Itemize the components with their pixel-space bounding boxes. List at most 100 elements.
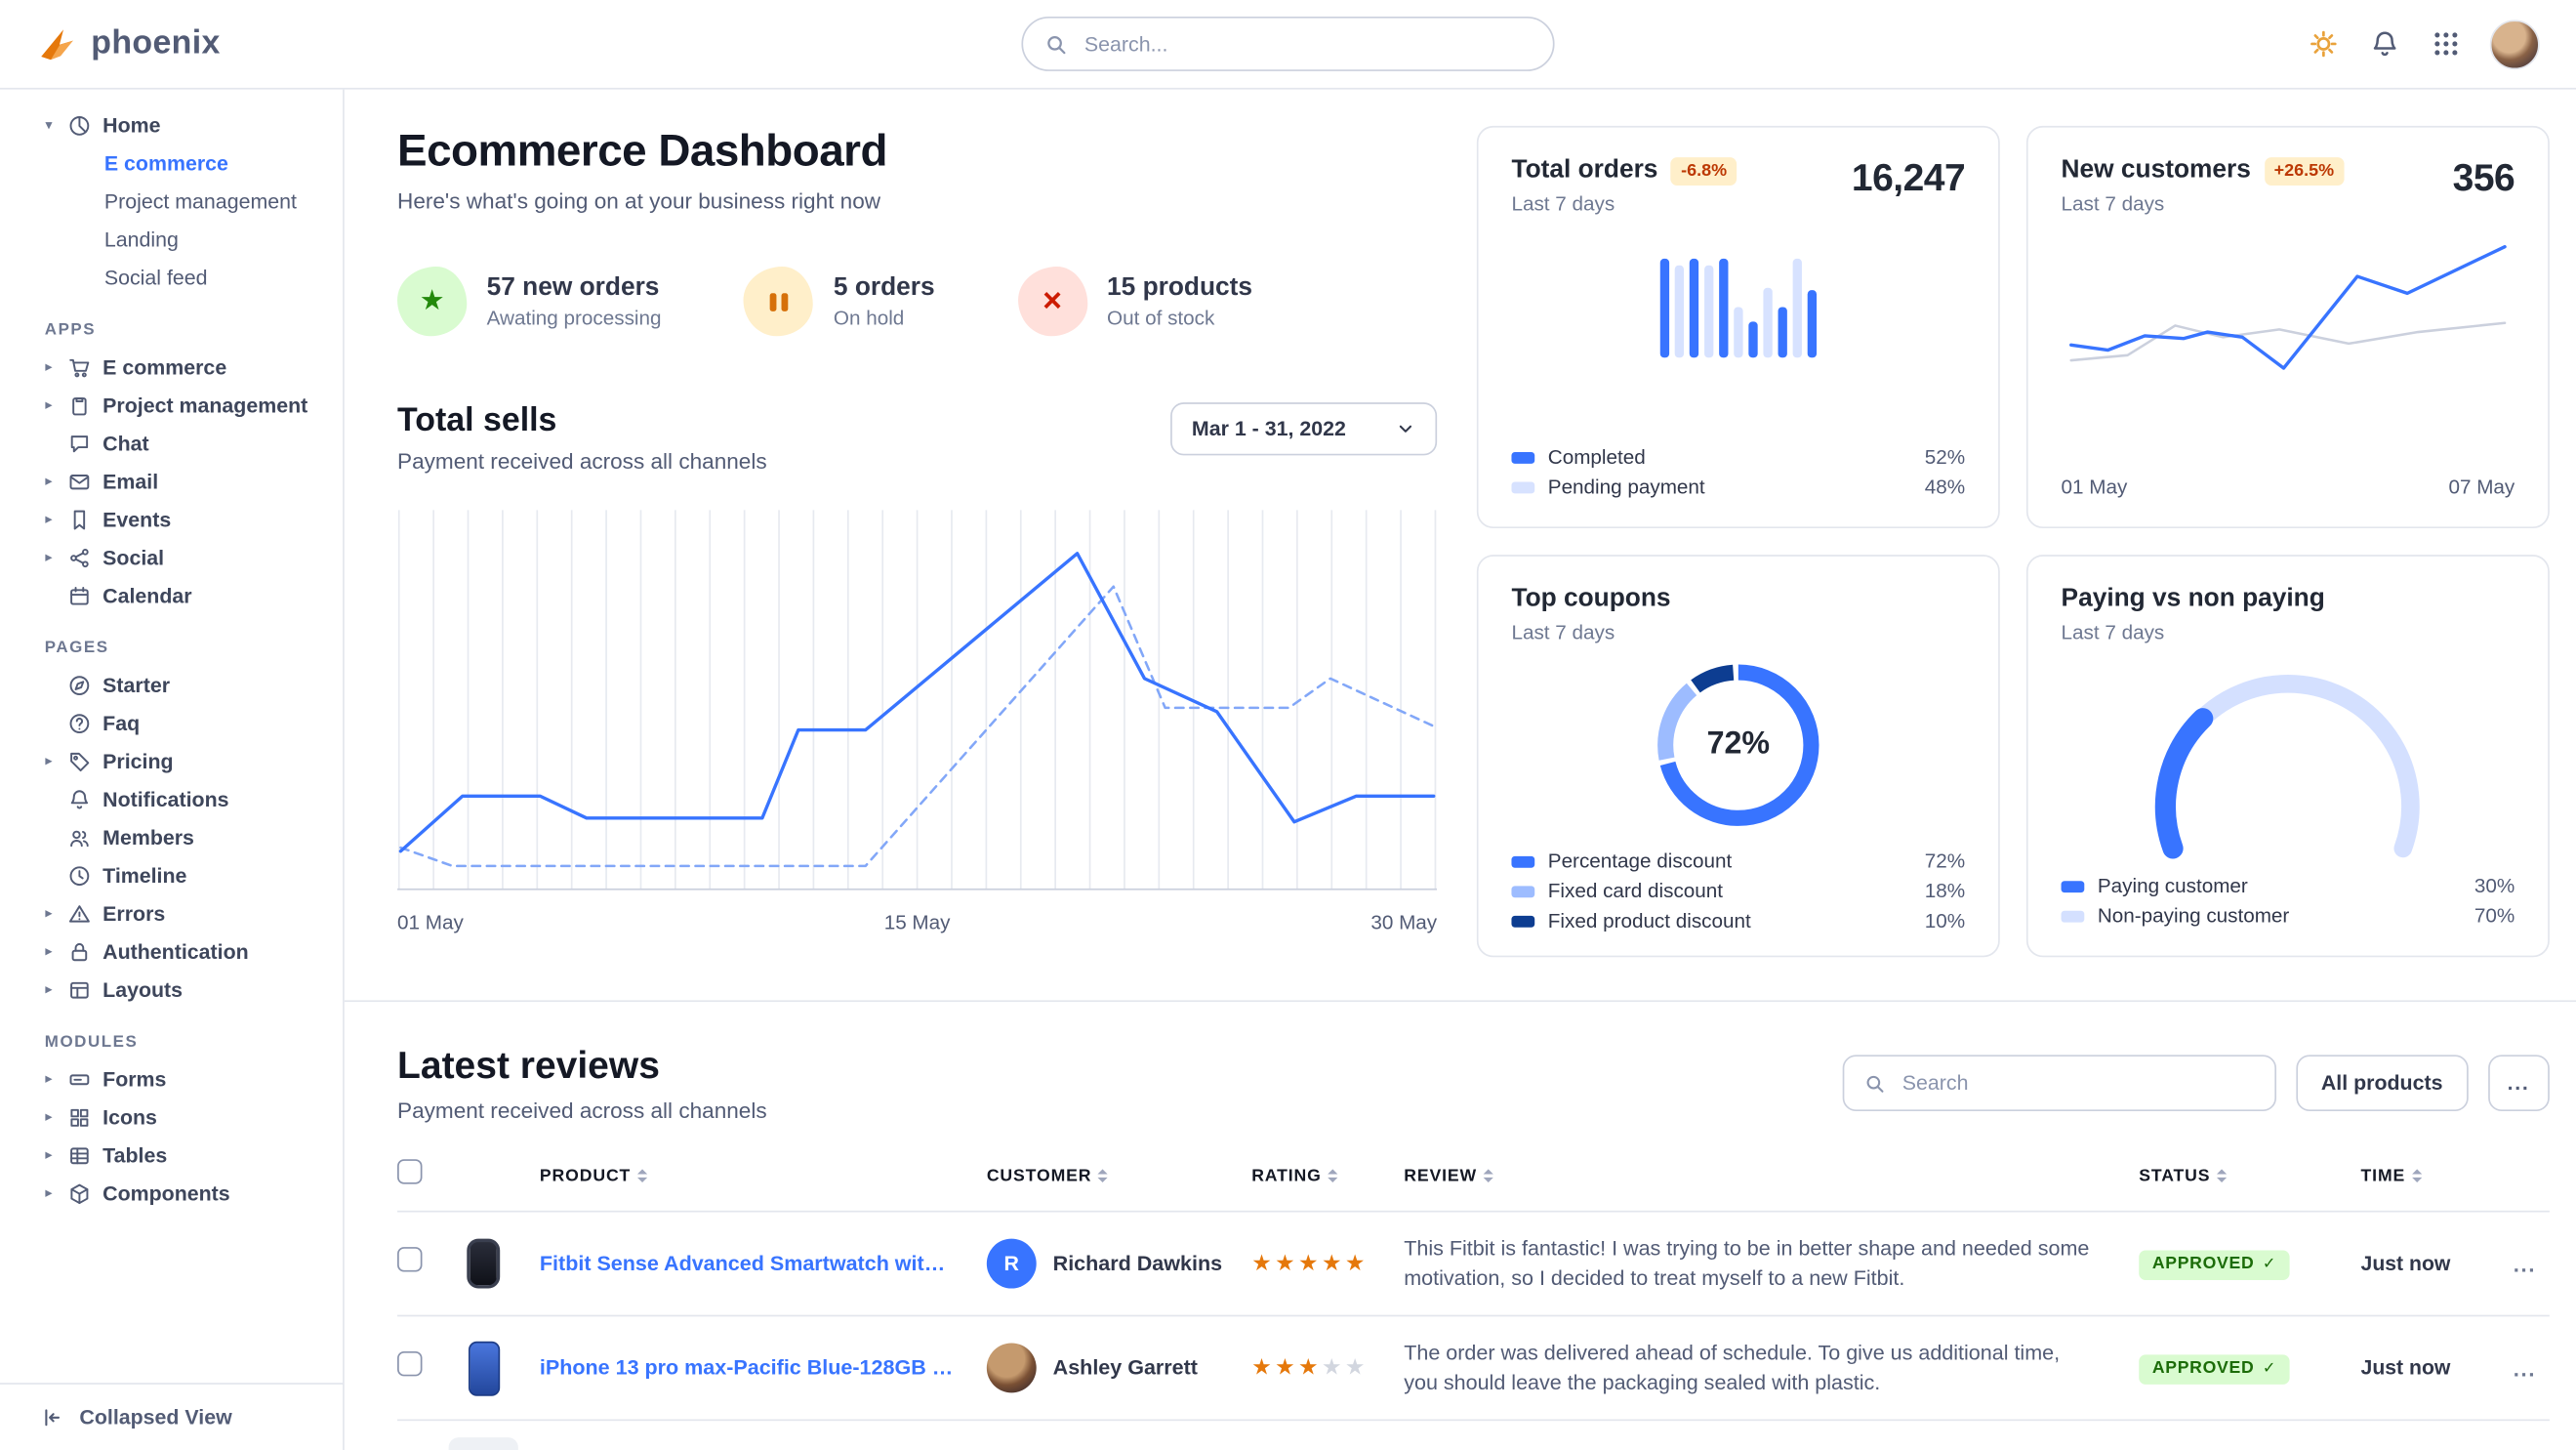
table-row	[397, 1421, 2550, 1450]
pause-icon	[744, 267, 814, 337]
reviews-search-input[interactable]	[1899, 1069, 2256, 1097]
reviews-search[interactable]	[1842, 1055, 2277, 1112]
sidebar-item-project-management[interactable]: ▸ Project management	[14, 386, 330, 424]
theme-toggle-button[interactable]	[2307, 26, 2342, 62]
sidebar-item-label: Forms	[102, 1067, 167, 1091]
legend-label: Percentage discount	[1547, 849, 1733, 873]
sidebar-item-social[interactable]: ▸ Social	[14, 538, 330, 576]
legend-swatch	[1511, 480, 1535, 493]
stat-value: 15 products	[1107, 272, 1253, 302]
column-header-review[interactable]: REVIEW	[1404, 1167, 2139, 1185]
caret-icon: ▸	[45, 548, 53, 565]
row-checkbox[interactable]	[397, 1247, 423, 1272]
stat-sublabel: Awating processing	[486, 306, 662, 330]
sidebar-item-project-management[interactable]: Project management	[103, 189, 297, 213]
legend-swatch	[2061, 880, 2085, 892]
row-actions-button[interactable]: ...	[2513, 1355, 2537, 1381]
sidebar-item-social-feed[interactable]: Social feed	[103, 266, 208, 289]
table-icon	[68, 1143, 92, 1167]
x-icon: ×	[1017, 267, 1087, 337]
column-label: REVIEW	[1404, 1166, 1478, 1185]
check-icon: ✓	[2262, 1359, 2277, 1379]
select-all-checkbox[interactable]	[397, 1159, 423, 1184]
sidebar-item-label: Email	[102, 469, 159, 493]
sidebar-item-forms[interactable]: ▸ Forms	[14, 1059, 330, 1098]
sidebar-item-landing[interactable]: Landing	[103, 228, 179, 251]
column-header-status[interactable]: STATUS	[2139, 1167, 2360, 1185]
reviews-title: Latest reviews	[397, 1043, 660, 1087]
notifications-button[interactable]	[2367, 26, 2402, 62]
legend-value: 10%	[1924, 909, 1966, 932]
sort-icon	[1098, 1169, 1109, 1182]
sidebar-item-timeline[interactable]: Timeline	[14, 856, 330, 894]
legend-swatch	[1511, 451, 1535, 464]
legend-value: 18%	[1924, 879, 1966, 903]
sidebar-item-authentication[interactable]: ▸ Authentication	[14, 932, 330, 971]
global-search-input[interactable]	[1081, 30, 1532, 58]
search-icon	[1864, 1072, 1886, 1094]
latest-reviews-section: Latest reviews Payment received across a…	[344, 1000, 2576, 1450]
sun-icon	[2310, 30, 2337, 58]
row-actions-button[interactable]: ...	[2513, 1251, 2537, 1276]
total-sells-chart	[397, 500, 1438, 899]
sidebar-item-icons[interactable]: ▸ Icons	[14, 1098, 330, 1136]
sidebar-item-e-commerce[interactable]: ▸ E commerce	[14, 348, 330, 386]
time-cell: Just now	[2360, 1356, 2451, 1380]
apps-menu-button[interactable]	[2429, 26, 2464, 62]
all-products-button[interactable]: All products	[2296, 1055, 2468, 1112]
star-icon: ★	[1321, 1250, 1342, 1276]
pie-icon	[68, 113, 92, 137]
sidebar-item-label: Faq	[102, 711, 141, 735]
column-header-product[interactable]: PRODUCT	[540, 1167, 987, 1185]
collapsed-view-label: Collapsed View	[79, 1405, 232, 1429]
column-header-rating[interactable]: RATING	[1251, 1167, 1404, 1185]
sidebar-item-calendar[interactable]: Calendar	[14, 576, 330, 614]
sidebar-item-faq[interactable]: Faq	[14, 704, 330, 742]
paying-period: Last 7 days	[2061, 621, 2165, 644]
global-search[interactable]	[1021, 16, 1555, 71]
legend-value: 48%	[1924, 475, 1966, 499]
column-header-time[interactable]: TIME	[2361, 1167, 2500, 1185]
sidebar-item-notifications[interactable]: Notifications	[14, 780, 330, 818]
sidebar-item-errors[interactable]: ▸ Errors	[14, 894, 330, 932]
caret-icon: ▸	[45, 1183, 53, 1201]
product-link[interactable]: iPhone 13 pro max-Pacific Blue-128GB sto…	[539, 1356, 987, 1380]
collapsed-view-toggle[interactable]: Collapsed View	[0, 1383, 344, 1450]
sidebar-item-tables[interactable]: ▸ Tables	[14, 1136, 330, 1174]
sidebar-item-label: Authentication	[102, 939, 249, 964]
sidebar: ▾ Home E commerce Project management Landing…	[0, 89, 345, 1450]
row-checkbox[interactable]	[397, 1350, 423, 1377]
time-cell: Just now	[2360, 1252, 2451, 1275]
column-header-customer[interactable]: CUSTOMER	[987, 1167, 1251, 1185]
caret-icon: ▾	[45, 115, 53, 133]
sort-icon	[1483, 1169, 1493, 1182]
sidebar-item-e-commerce[interactable]: E commerce	[103, 151, 228, 175]
product-link[interactable]: Fitbit Sense Advanced Smartwatch with To…	[539, 1252, 987, 1275]
phone-image	[468, 1340, 500, 1395]
column-label: RATING	[1251, 1166, 1322, 1185]
stat-out-of-stock: × 15 products Out of stock	[1017, 267, 1253, 337]
chat-icon	[68, 432, 92, 455]
share-icon	[68, 546, 92, 569]
paying-gauge-chart	[2114, 647, 2462, 871]
sidebar-item-email[interactable]: ▸ Email	[14, 462, 330, 500]
sidebar-item-pricing[interactable]: ▸ Pricing	[14, 742, 330, 780]
customer-cell: R Richard Dawkins	[986, 1238, 1251, 1289]
sidebar-item-members[interactable]: Members	[14, 818, 330, 856]
sidebar-item-components[interactable]: ▸ Components	[14, 1174, 330, 1212]
sidebar-item-events[interactable]: ▸ Events	[14, 500, 330, 538]
sidebar-item-chat[interactable]: Chat	[14, 424, 330, 462]
date-range-select[interactable]: Mar 1 - 31, 2022	[1169, 402, 1438, 456]
reviews-more-button[interactable]: ...	[2487, 1055, 2550, 1112]
reviews-table: PRODUCT CUSTOMER RATING REVIEW STATUS TIME Fit…	[397, 1159, 2550, 1450]
product-image	[447, 1435, 520, 1450]
collapse-icon	[40, 1406, 63, 1429]
brand[interactable]: phoenix	[36, 23, 220, 64]
user-avatar[interactable]	[2489, 19, 2540, 69]
stat-value: 57 new orders	[486, 272, 660, 302]
sidebar-item-starter[interactable]: Starter	[14, 666, 330, 704]
sidebar-item-layouts[interactable]: ▸ Layouts	[14, 971, 330, 1009]
sidebar-item-home[interactable]: ▾ Home	[14, 106, 330, 145]
reviews-table-header: PRODUCT CUSTOMER RATING REVIEW STATUS TIME	[397, 1159, 2550, 1213]
legend-label: Completed	[1547, 445, 1646, 469]
